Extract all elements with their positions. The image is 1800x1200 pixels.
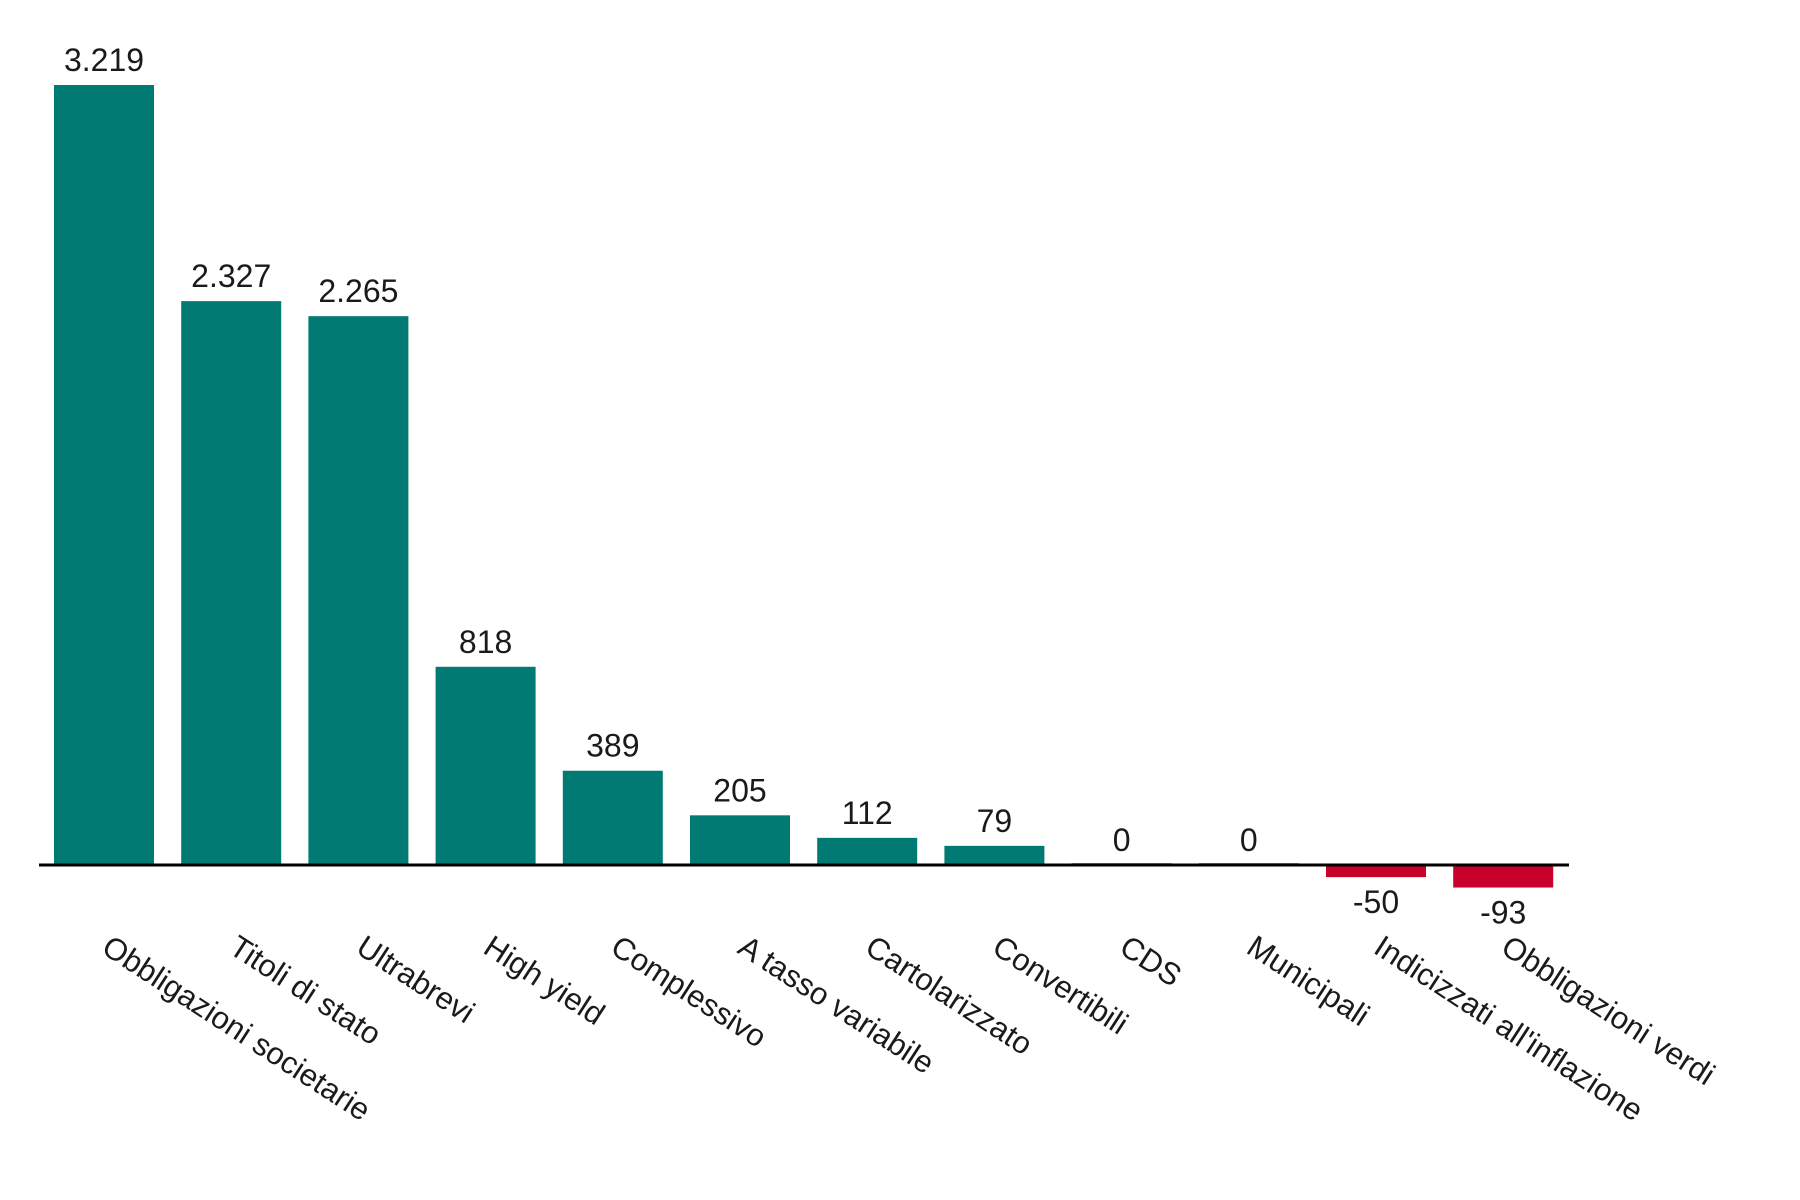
bar-obbligazioni-verdi bbox=[1453, 865, 1554, 888]
value-label-obbligazioni-societarie: 3.219 bbox=[64, 42, 144, 78]
value-label-indicizzati-allinflazione: -50 bbox=[1353, 884, 1399, 920]
bar-titoli-di-stato bbox=[181, 301, 282, 865]
bar-a-tasso-variabile bbox=[690, 815, 790, 865]
bar-high-yield bbox=[435, 666, 536, 865]
value-label-cartolarizzato: 112 bbox=[842, 795, 893, 831]
value-labels-layer: 3.219 2.327 2.265 818 389 205 112 79 0 0 -50 -93 bbox=[64, 42, 1526, 931]
bar-indicizzati-allinflazione bbox=[1326, 865, 1426, 878]
value-label-a-tasso-variabile: 205 bbox=[713, 772, 766, 808]
value-label-municipali: 0 bbox=[1240, 822, 1258, 858]
value-label-convertibili: 79 bbox=[977, 803, 1013, 839]
value-label-ultrabrevi: 2.265 bbox=[318, 273, 398, 309]
value-label-complessivo: 389 bbox=[586, 728, 639, 764]
category-label-high-yield: High yield bbox=[478, 929, 611, 1032]
bar-ultrabrevi bbox=[308, 316, 409, 866]
bar-cartolarizzato bbox=[817, 837, 918, 865]
category-label-cds: CDS bbox=[1114, 929, 1188, 994]
bar-convertibili bbox=[944, 845, 1045, 865]
bar-complessivo bbox=[562, 770, 663, 865]
bar-obbligazioni-societarie bbox=[54, 85, 154, 865]
value-label-cds: 0 bbox=[1113, 822, 1131, 858]
value-label-obbligazioni-verdi: -93 bbox=[1480, 895, 1526, 931]
category-label-municipali: Municipali bbox=[1241, 929, 1376, 1033]
bars-layer bbox=[54, 85, 1554, 888]
category-label-obbligazioni-verdi: Obbligazioni verdi bbox=[1495, 929, 1721, 1093]
value-label-high-yield: 818 bbox=[459, 624, 512, 660]
value-label-titoli-di-stato: 2.327 bbox=[191, 258, 271, 294]
